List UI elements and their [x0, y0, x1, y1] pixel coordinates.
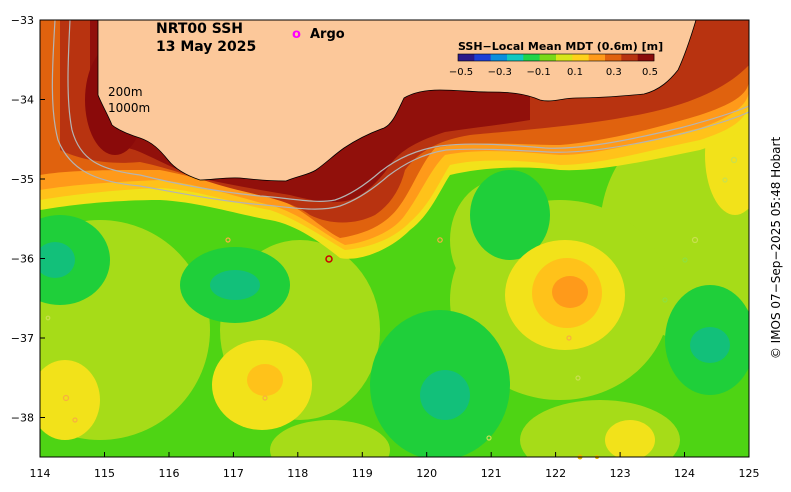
ssh-map: 114 115 116 117 118 119 120 121 122 123 … [0, 0, 791, 492]
argo-legend-symbol: o [292, 27, 301, 42]
credit-text: © IMOS 07−Sep−2025 05:48 Hobart [769, 137, 783, 360]
colorbar-tick: 0.3 [606, 67, 622, 78]
low-core [210, 270, 260, 300]
x-tick-label: 117 [223, 467, 244, 480]
high-eddy-117-core [247, 364, 283, 396]
colorbar-cells [458, 54, 654, 61]
colorbar-cell [458, 54, 475, 61]
x-tick-label: 122 [545, 467, 566, 480]
land-inlet [112, 20, 146, 74]
colorbar-tick: 0.1 [567, 67, 583, 78]
x-tick-label: 114 [30, 467, 51, 480]
colorbar-cell [523, 54, 540, 61]
x-tick-label: 125 [739, 467, 760, 480]
high-eddy-123 [605, 420, 655, 460]
isobath-label-1000m: 1000m [108, 101, 150, 115]
colorbar-cell [638, 54, 655, 61]
x-tick-label: 115 [94, 467, 115, 480]
colorbar-cell [572, 54, 589, 61]
y-tick-label: −34 [11, 94, 34, 107]
isobath-label-200m: 200m [108, 85, 143, 99]
low-core [690, 327, 730, 363]
y-tick-label: −37 [11, 332, 34, 345]
y-tick-label: −35 [11, 173, 34, 186]
y-tick-label: −33 [11, 14, 34, 27]
map-title-date: 13 May 2025 [156, 39, 256, 55]
colorbar-cell [589, 54, 606, 61]
field-patch [520, 400, 680, 480]
high-eddy-122-core [552, 276, 588, 308]
x-tick-label: 121 [481, 467, 502, 480]
argo-legend-label: Argo [310, 27, 345, 42]
colorbar-cell [556, 54, 573, 61]
x-tick-label: 119 [352, 467, 373, 480]
colorbar-tick: −0.5 [449, 67, 473, 78]
colorbar-cell [474, 54, 491, 61]
colorbar-cell [605, 54, 622, 61]
x-tick-label: 120 [416, 467, 437, 480]
low-core [35, 242, 75, 278]
y-tick-label: −36 [11, 253, 34, 266]
colorbar-cell [621, 54, 638, 61]
x-tick-label: 123 [610, 467, 631, 480]
colorbar-title: SSH−Local Mean MDT (0.6m) [m] [458, 40, 663, 53]
colorbar-tick: −0.1 [526, 67, 550, 78]
colorbar-cell [507, 54, 524, 61]
low-core [420, 370, 470, 420]
colorbar-cell [491, 54, 508, 61]
map-title-product: NRT00 SSH [156, 21, 243, 37]
x-tick-label: 124 [674, 467, 695, 480]
x-tick-label: 116 [159, 467, 180, 480]
y-tick-label: −38 [11, 412, 34, 425]
colorbar-tick: 0.5 [642, 67, 658, 78]
colorbar-tick: −0.3 [488, 67, 512, 78]
colorbar-cell [540, 54, 557, 61]
x-tick-label: 118 [287, 467, 308, 480]
